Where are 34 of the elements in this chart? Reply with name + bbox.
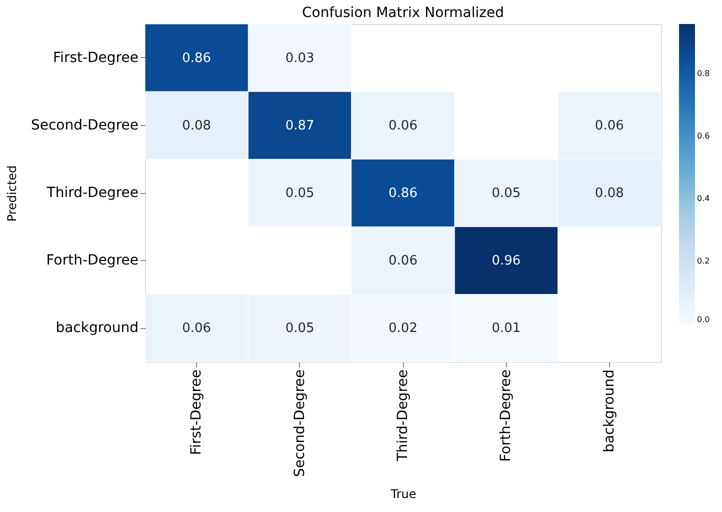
x-tick-label: background bbox=[601, 370, 618, 452]
y-tick-label: background bbox=[56, 320, 138, 336]
data-label: 0.05 bbox=[285, 321, 314, 336]
x-tick-label: First-Degree bbox=[188, 370, 205, 455]
x-tick-label: Forth-Degree bbox=[498, 370, 514, 462]
x-tick-label: Third-Degree bbox=[395, 370, 411, 462]
data-label: 0.08 bbox=[182, 118, 212, 134]
data-label: 0.05 bbox=[492, 186, 521, 201]
y-tick-label: Third-Degree bbox=[46, 185, 138, 201]
x-axis-title: True bbox=[390, 487, 416, 502]
data-label: 0.03 bbox=[285, 50, 314, 66]
data-label: 0.06 bbox=[594, 118, 624, 134]
data-label: 0.02 bbox=[388, 321, 418, 336]
chart-title: Confusion Matrix Normalized bbox=[302, 4, 504, 21]
color-bar-label: 0.4 bbox=[697, 194, 710, 203]
color-bar-label: 0.0 bbox=[697, 315, 710, 324]
data-label: 0.87 bbox=[285, 118, 314, 134]
data-label: 0.06 bbox=[182, 321, 212, 336]
x-tick-label: Second-Degree bbox=[292, 370, 308, 478]
data-label: 0.96 bbox=[492, 254, 521, 269]
color-bar-label: 0.8 bbox=[697, 69, 710, 78]
y-tick-label: Second-Degree bbox=[30, 117, 138, 134]
data-label: 0.86 bbox=[388, 186, 418, 201]
data-label: 0.06 bbox=[388, 118, 418, 134]
color-bar-label: 0.2 bbox=[697, 256, 710, 266]
y-tick-label: Forth-Degree bbox=[46, 252, 138, 269]
y-tick-label: First-Degree bbox=[53, 50, 138, 66]
data-label: 0.01 bbox=[492, 321, 521, 336]
y-axis-title: Predicted bbox=[4, 165, 19, 222]
data-label: 0.05 bbox=[285, 186, 314, 201]
data-label: 0.86 bbox=[182, 50, 212, 66]
data-label: 0.06 bbox=[388, 254, 418, 269]
data-label: 0.08 bbox=[594, 186, 624, 201]
color-bar-label: 0.6 bbox=[697, 132, 710, 140]
